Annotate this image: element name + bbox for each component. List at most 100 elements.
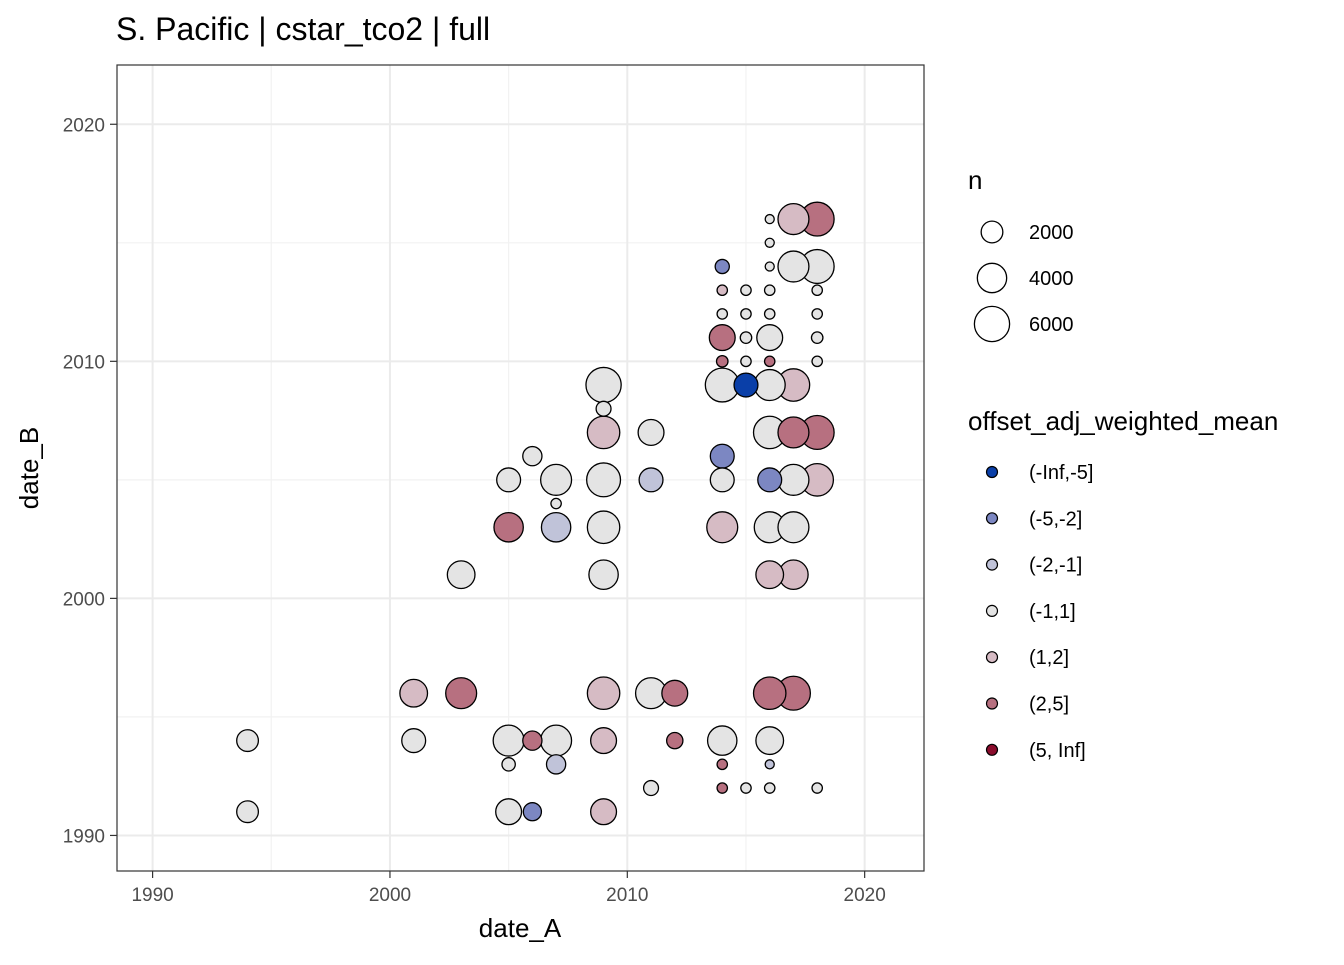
data-point xyxy=(493,511,524,543)
color-legend-label: (-1,1] xyxy=(1029,601,1076,623)
data-points xyxy=(236,201,835,826)
data-point xyxy=(586,415,621,450)
data-point xyxy=(740,308,752,320)
data-point xyxy=(777,511,810,544)
data-point xyxy=(708,324,736,352)
data-point xyxy=(740,355,752,368)
data-point xyxy=(740,782,752,794)
y-tick-label: 1990 xyxy=(63,826,105,847)
size-legend-key xyxy=(976,262,1008,294)
size-legend-label: 2000 xyxy=(1029,222,1074,244)
data-point xyxy=(665,731,684,750)
data-point xyxy=(764,237,775,248)
data-point xyxy=(236,729,260,753)
data-point xyxy=(399,678,429,708)
size-legend: n 2000 4000 6000 xyxy=(968,165,1074,343)
data-point xyxy=(752,676,787,711)
data-point xyxy=(733,372,759,398)
color-legend-key xyxy=(985,651,999,664)
data-point xyxy=(777,202,810,236)
color-legend-key xyxy=(985,743,999,756)
color-legend-key xyxy=(985,697,999,710)
y-tick-label: 2010 xyxy=(63,352,105,373)
color-legend-label: (-Inf,-5] xyxy=(1029,462,1093,484)
axes: 1990 2000 2010 2020 1990 2000 2010 2020 xyxy=(63,115,886,906)
size-legend-key xyxy=(973,305,1011,343)
data-point xyxy=(706,725,738,756)
data-point xyxy=(522,802,543,822)
data-point xyxy=(756,324,784,352)
data-point xyxy=(763,308,776,320)
data-point xyxy=(763,782,776,794)
data-point xyxy=(590,727,618,755)
data-point xyxy=(445,677,478,710)
data-point xyxy=(716,782,729,794)
data-point xyxy=(595,400,612,417)
data-point xyxy=(492,724,525,757)
color-legend-key xyxy=(985,604,999,618)
data-point xyxy=(709,467,735,493)
color-legend-title: offset_adj_weighted_mean xyxy=(968,406,1278,436)
data-point xyxy=(588,559,619,590)
y-tick-label: 2000 xyxy=(63,589,105,610)
x-tick-label: 2010 xyxy=(606,885,648,906)
data-point xyxy=(764,759,775,770)
color-legend-label: (-5,-2] xyxy=(1029,508,1082,530)
color-legend-label: (-2,-1] xyxy=(1029,555,1082,577)
data-point xyxy=(811,284,824,297)
data-point xyxy=(716,284,729,297)
data-point xyxy=(545,754,567,775)
data-point xyxy=(637,418,665,447)
data-point xyxy=(586,510,621,545)
data-point xyxy=(709,443,735,469)
x-tick-label: 2000 xyxy=(369,885,411,906)
data-point xyxy=(811,355,824,368)
data-point xyxy=(446,560,476,590)
data-point xyxy=(706,511,739,544)
y-tick-label: 2020 xyxy=(63,115,105,136)
data-point xyxy=(550,497,562,510)
data-point xyxy=(716,308,729,320)
data-point xyxy=(755,726,785,756)
data-point xyxy=(716,758,729,771)
data-point xyxy=(739,331,753,344)
data-point xyxy=(763,284,776,297)
color-legend-label: (5, Inf] xyxy=(1029,740,1086,762)
data-point xyxy=(590,798,618,826)
data-point xyxy=(642,779,660,797)
size-legend-key xyxy=(980,220,1004,244)
data-point xyxy=(777,250,810,283)
color-legend-label: (1,2] xyxy=(1029,647,1069,669)
color-legend-key xyxy=(985,512,999,525)
size-legend-label: 6000 xyxy=(1029,314,1074,336)
data-point xyxy=(522,445,543,467)
data-point xyxy=(539,724,573,757)
data-point xyxy=(811,782,824,794)
data-point xyxy=(495,798,523,826)
data-point xyxy=(777,463,810,496)
data-point xyxy=(764,213,775,225)
data-point xyxy=(236,800,260,824)
data-point xyxy=(540,511,572,543)
data-point xyxy=(715,354,729,368)
data-point xyxy=(764,261,775,272)
size-legend-label: 4000 xyxy=(1029,268,1074,290)
data-point xyxy=(810,331,824,344)
data-point xyxy=(757,467,783,493)
plot-border xyxy=(116,64,925,872)
data-point xyxy=(777,416,810,449)
color-legend-label: (2,5] xyxy=(1029,694,1069,716)
x-axis-label: date_A xyxy=(479,913,562,943)
data-point xyxy=(586,676,621,711)
y-axis-label: date_B xyxy=(14,427,44,509)
data-point xyxy=(585,366,622,404)
grid xyxy=(117,65,924,871)
data-point xyxy=(755,560,785,590)
data-point xyxy=(638,467,664,493)
data-point xyxy=(401,728,427,754)
data-point xyxy=(586,462,622,498)
data-point xyxy=(714,258,730,275)
size-legend-title: n xyxy=(968,165,982,195)
